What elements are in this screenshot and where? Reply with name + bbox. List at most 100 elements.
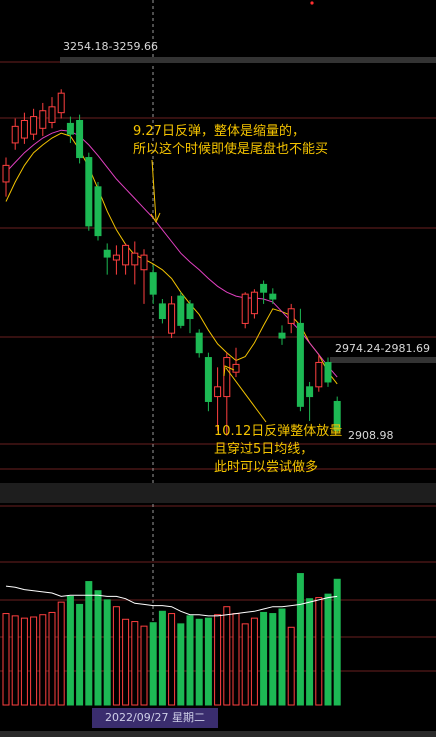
- volume-bar: [57, 601, 65, 706]
- candle-body: [232, 363, 240, 373]
- volume-bar: [131, 621, 139, 706]
- candle-body: [122, 244, 130, 266]
- candle-body: [296, 322, 304, 407]
- candle-body: [324, 361, 332, 383]
- annotation-arrow-sep27: [151, 159, 157, 221]
- candle-body: [158, 303, 166, 320]
- volume-bar: [48, 611, 56, 706]
- candle-body: [103, 249, 111, 258]
- annotation-arrowhead-oct12: [223, 365, 235, 377]
- volume-bar: [278, 608, 286, 706]
- volume-bar: [140, 625, 148, 706]
- volume-bar: [315, 597, 323, 706]
- candle-body: [112, 254, 120, 261]
- candle-body: [241, 293, 249, 324]
- annotation-arrowhead-sep27: [150, 212, 161, 224]
- annotation-sep27-line1: 9.27日反弹，整体是缩量的，: [133, 124, 305, 139]
- annotation-oct12-line2: 且穿过5日均线，: [214, 442, 314, 457]
- annotation-arrow-oct12: [225, 367, 267, 423]
- candle-body: [177, 295, 185, 326]
- high-range-label: 3254.18-3259.66: [63, 40, 158, 53]
- candle-body: [48, 106, 56, 123]
- candle-body: [2, 164, 10, 183]
- candle-body: [223, 357, 231, 398]
- candle-body: [287, 308, 295, 324]
- volume-bar: [333, 578, 341, 706]
- candle-body: [204, 357, 212, 402]
- volume-bar: [250, 617, 258, 706]
- candle-body: [140, 254, 148, 271]
- volume-bar: [122, 618, 130, 706]
- volume-bar: [149, 622, 157, 706]
- candle-body: [306, 386, 314, 398]
- ma5-line: [5, 132, 338, 385]
- status-dot: [310, 1, 314, 5]
- volume-bar: [39, 614, 47, 706]
- volume-bar: [2, 613, 10, 706]
- volume-bar: [269, 613, 277, 706]
- candle-body: [195, 332, 203, 354]
- volume-bar: [66, 595, 74, 706]
- volume-bar: [260, 611, 268, 706]
- candlestick-series[interactable]: [2, 89, 341, 436]
- candle-body: [94, 186, 102, 237]
- candle-body: [260, 283, 268, 293]
- bottom-tab-strip[interactable]: [0, 731, 436, 737]
- ma10-line: [5, 129, 338, 378]
- volume-bar: [296, 573, 304, 706]
- candle-body: [20, 119, 28, 139]
- volume-bar: [30, 616, 38, 706]
- volume-bar: [223, 606, 231, 706]
- right-range-label: 2974.24-2981.69: [335, 342, 430, 355]
- annotation-oct12-line3: 此时可以尝试做多: [214, 460, 319, 475]
- volume-bar: [195, 618, 203, 706]
- candle-body: [57, 92, 65, 114]
- candle-body: [214, 386, 222, 398]
- candle-body: [30, 116, 38, 135]
- volume-bar: [306, 598, 314, 706]
- low-value-label: 2908.98: [348, 429, 394, 442]
- candle-body: [131, 252, 139, 266]
- candle-body: [278, 332, 286, 339]
- annotation-oct12-line1: 10.12日反弹整体放量: [214, 424, 343, 439]
- volume-bar: [20, 617, 28, 706]
- candle-body: [39, 110, 47, 129]
- candle-body: [11, 125, 19, 144]
- candle-body: [76, 119, 84, 159]
- volume-bar: [76, 603, 84, 706]
- volume-bar: [158, 610, 166, 706]
- candle-body: [85, 157, 93, 227]
- annotation-sep27-line2: 所以这个时候即使是尾盘也不能买: [133, 142, 329, 157]
- volume-bar: [204, 617, 212, 706]
- volume-bar-series[interactable]: [2, 573, 341, 706]
- candle-body: [269, 293, 277, 300]
- candle-body: [168, 303, 176, 334]
- candle-body: [333, 400, 341, 432]
- crosshair-date-tag: 2022/09/27 星期二: [92, 708, 218, 728]
- volume-bar: [11, 615, 19, 706]
- candle-body: [149, 272, 157, 295]
- volume-ma-line: [5, 585, 338, 617]
- moving-average-lines: [5, 129, 338, 385]
- annotation-oct12: 10.12日反弹整体放量 且穿过5日均线， 此时可以尝试做多: [214, 423, 342, 477]
- panel-divider: [0, 483, 436, 503]
- volume-bar: [287, 626, 295, 706]
- right-range-bar: [330, 357, 436, 363]
- candle-body: [186, 303, 194, 320]
- volume-panel-separator: [0, 57, 436, 503]
- chart-overlays: [150, 1, 314, 423]
- volume-bar: [85, 581, 93, 706]
- volume-bar: [186, 615, 194, 706]
- volume-bar: [177, 623, 185, 706]
- candle-body: [66, 122, 74, 135]
- volume-bar: [168, 613, 176, 706]
- volume-bar: [241, 623, 249, 706]
- volume-bar: [232, 613, 240, 706]
- candle-body: [315, 361, 323, 388]
- high-range-bar: [60, 57, 436, 63]
- volume-bar: [103, 599, 111, 706]
- volume-bar: [112, 606, 120, 706]
- volume-bar: [94, 590, 102, 706]
- volume-bar: [214, 614, 222, 706]
